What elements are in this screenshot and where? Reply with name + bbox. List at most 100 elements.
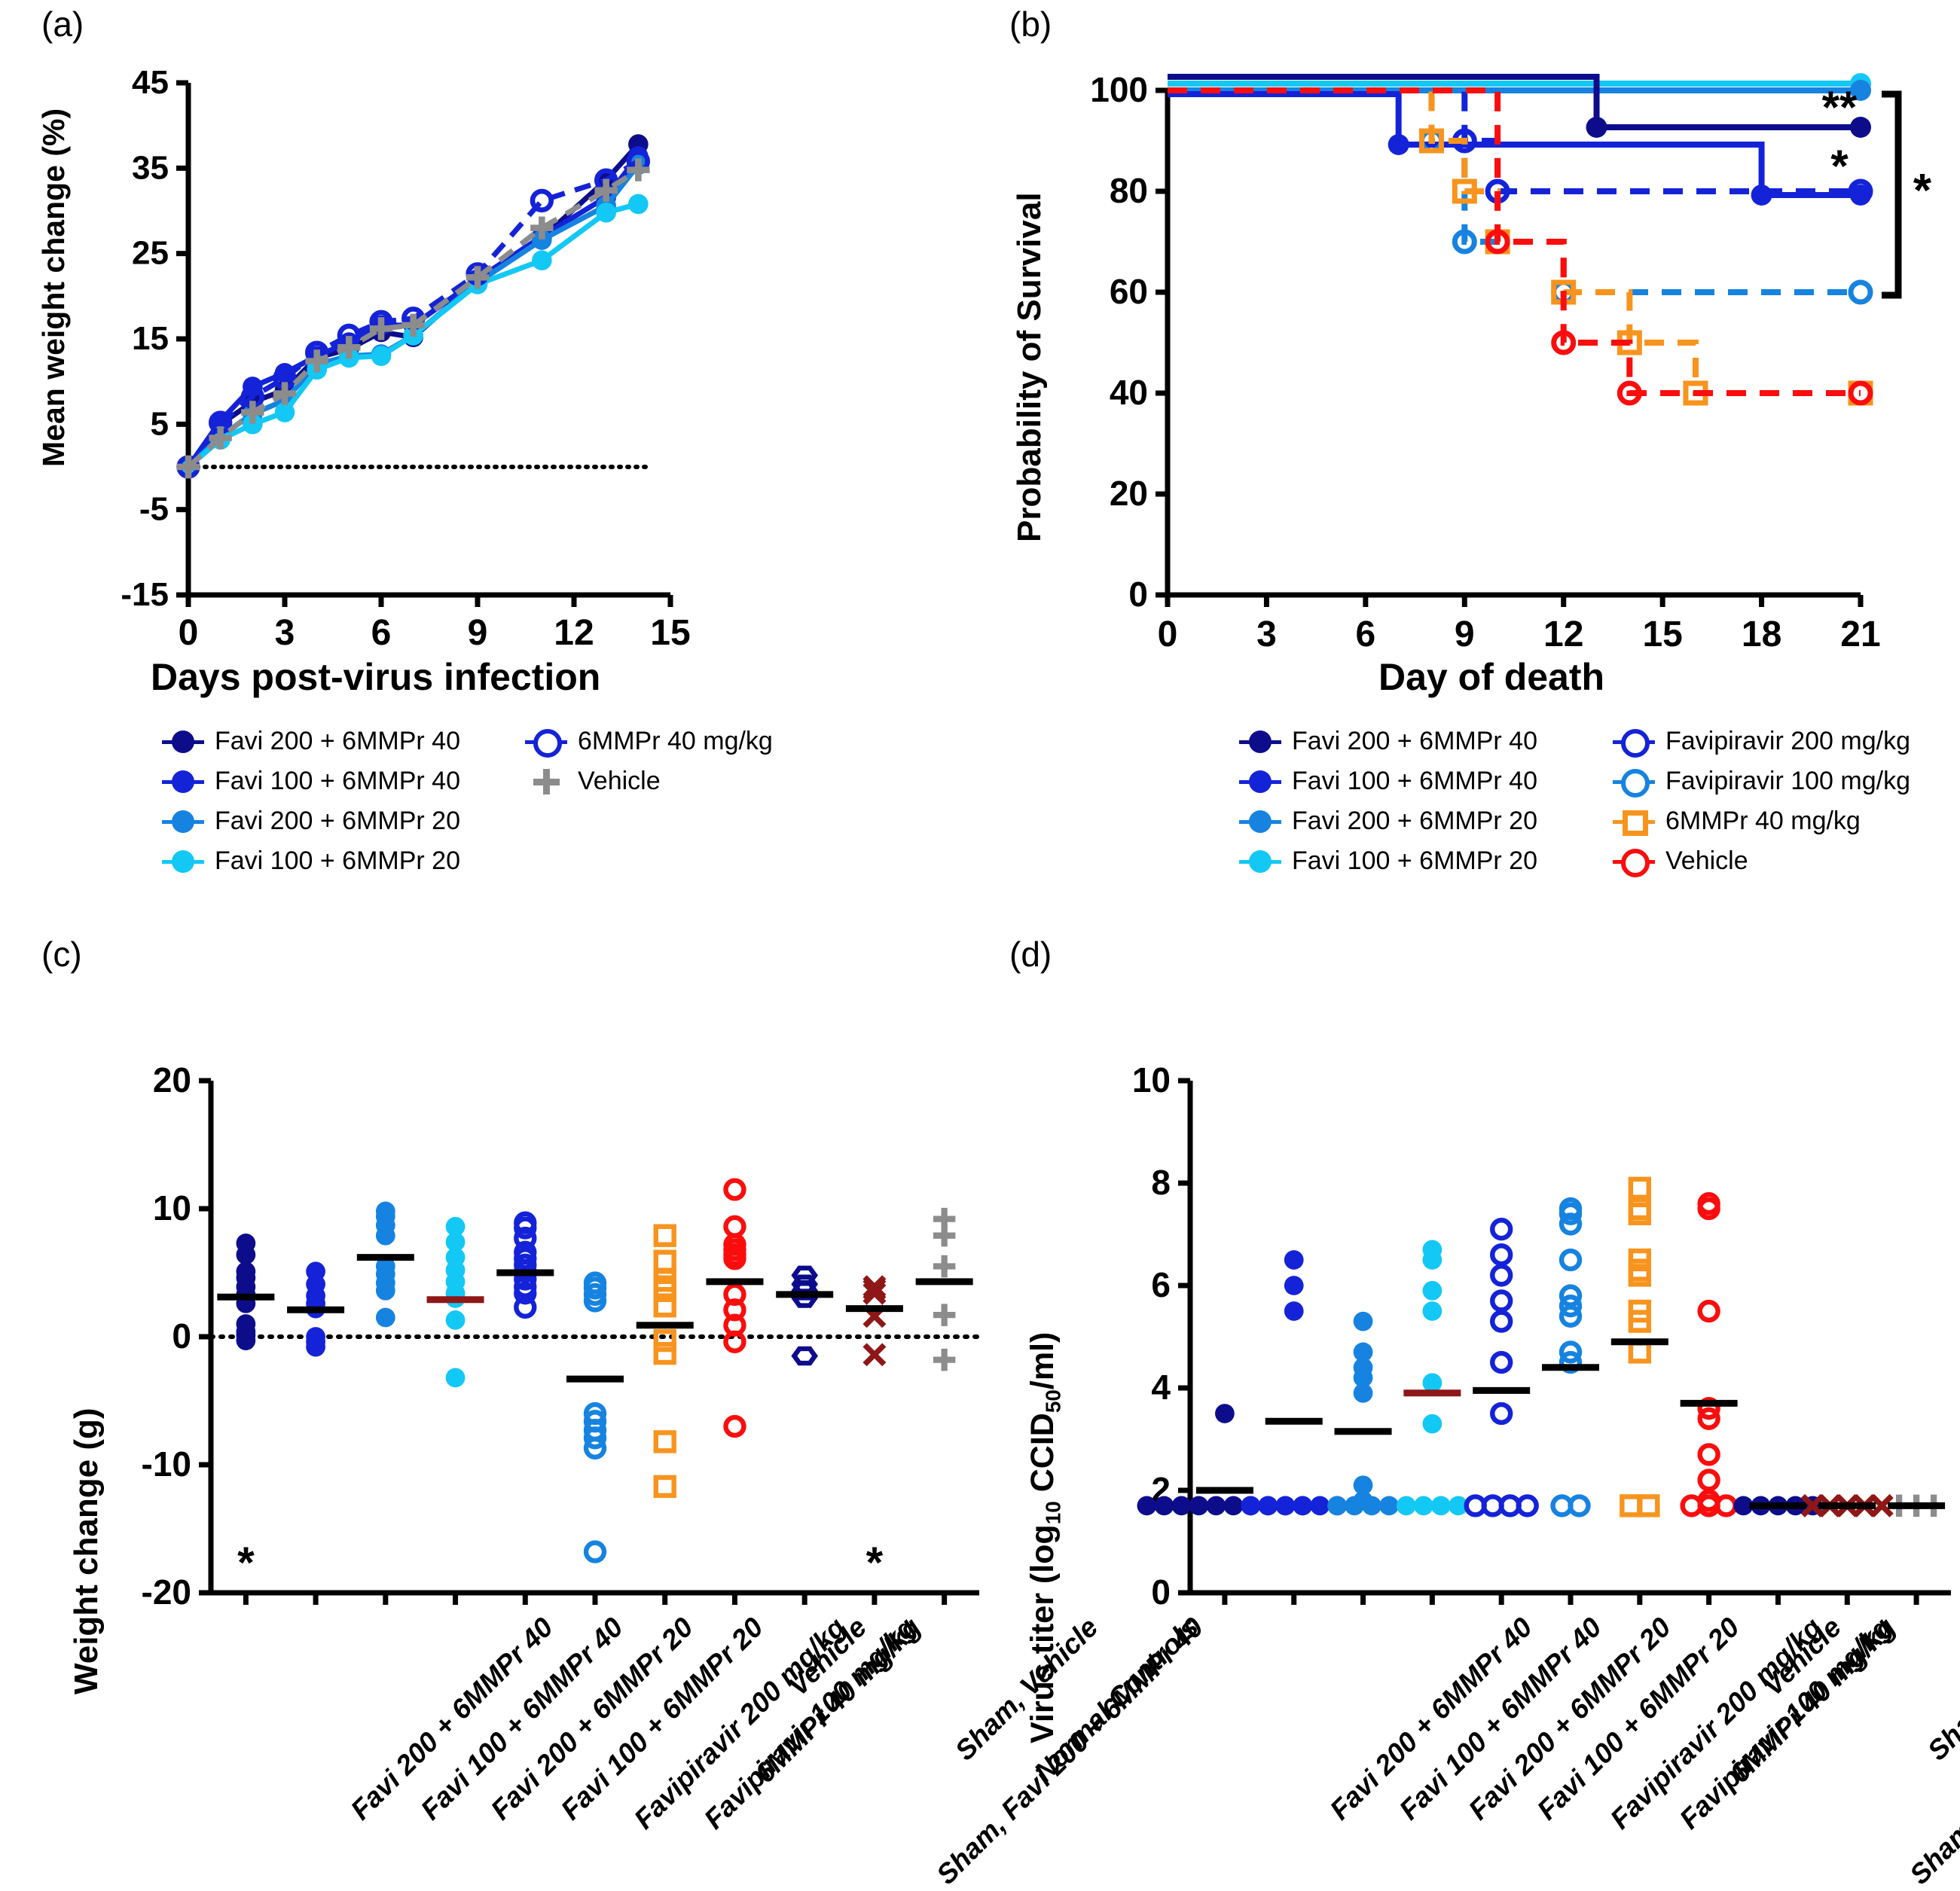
panel-a-legend-label: 6MMPr 40 mg/kg <box>577 727 773 755</box>
panel-b-y-tick-label: 80 <box>1110 171 1148 210</box>
data-point-filled-circle <box>1215 1404 1235 1423</box>
panel-a-y-tick-label: 15 <box>132 320 169 357</box>
data-point-filled-circle <box>1258 1496 1278 1516</box>
panel-c-group <box>426 1216 484 1388</box>
data-point-filled-circle <box>1353 1368 1373 1388</box>
panel-c-group <box>566 1271 624 1563</box>
panel-d-y-axis-title-sub1: 10 <box>1041 1501 1065 1525</box>
panel-b-x-tick-label: 21 <box>1840 615 1880 654</box>
panel-a-legend-item: Vehicle <box>525 767 773 796</box>
data-point-filled-circle <box>1284 1276 1304 1295</box>
data-point-open-square <box>653 1328 676 1353</box>
panel-c-significance-marker: * <box>866 1539 884 1588</box>
panel-b-x-tick-label: 9 <box>1455 615 1475 654</box>
panel-c-significance-marker: * <box>237 1539 255 1588</box>
data-point-filled-circle <box>628 194 649 215</box>
data-point-open-circle <box>1848 380 1873 406</box>
panel-d: (d) Virus titer (log10 CCID50/ml) 10 8 6 4 2… <box>979 934 1960 1890</box>
panel-d-group <box>1542 1197 1599 1517</box>
data-point-open-square <box>653 1475 676 1499</box>
panel-b-survival-curve <box>1168 74 1871 138</box>
panel-c-y-tick-label: 10 <box>153 1188 191 1228</box>
panel-a-legend-column-1: Favi 200 + 6MMPr 40 Favi 100 + 6MMPr 40 Fa… <box>162 727 460 886</box>
data-point-filled-circle <box>532 250 552 271</box>
data-point-open-circle <box>1559 1284 1583 1307</box>
panel-c-group <box>496 1211 554 1319</box>
data-point-plus <box>466 266 490 289</box>
data-point-open-circle <box>723 1247 746 1270</box>
panel-c-label: (c) <box>41 935 82 974</box>
data-point-filled-circle <box>371 346 392 366</box>
data-point-plus <box>933 1304 956 1326</box>
panel-d-y-tick-label: 4 <box>1151 1368 1171 1407</box>
data-point-filled-circle <box>532 230 552 250</box>
data-point-open-circle <box>1848 279 1873 305</box>
open-circle-icon <box>1612 767 1655 798</box>
panel-a-legend-label: Favi 200 + 6MMPr 20 <box>215 807 460 835</box>
data-point-open-circle <box>514 1282 537 1305</box>
data-point-open-square <box>1637 1494 1660 1517</box>
data-point-filled-circle <box>1345 1496 1364 1516</box>
data-point-filled-circle <box>1171 1496 1192 1516</box>
panel-a-legend-item: Favi 200 + 6MMPr 40 <box>162 727 460 756</box>
data-point-open-circle <box>723 1178 746 1201</box>
data-point-open-circle <box>723 1215 746 1238</box>
panel-d-y-axis-title-part3: /ml) <box>1024 1331 1061 1390</box>
panel-a-x-tick-label: 12 <box>554 613 594 653</box>
panel-a-legend-label: Favi 100 + 6MMPr 20 <box>215 846 460 875</box>
data-point-open-square <box>1628 1176 1651 1200</box>
panel-c-y-axis-title: Weight change (g) <box>68 1408 105 1694</box>
panel-d-group <box>1327 1311 1399 1516</box>
panel-a-legend-item: 6MMPr 40 mg/kg <box>524 727 773 758</box>
data-point-filled-circle <box>1327 1496 1347 1516</box>
data-point-filled-circle <box>445 1232 466 1252</box>
panel-a-y-tick-label: -5 <box>139 491 169 528</box>
data-point-filled-circle <box>1422 1414 1443 1434</box>
data-point-filled-circle <box>1379 1496 1399 1516</box>
data-point-open-circle <box>1490 1401 1513 1426</box>
panel-d-y-tick-label: 10 <box>1132 1066 1171 1100</box>
data-point-plus <box>337 336 361 359</box>
open-circle-icon <box>1612 727 1655 758</box>
panel-d-y-tick-label: 0 <box>1151 1572 1171 1612</box>
data-point-open-circle <box>1697 1197 1720 1221</box>
data-point-filled-circle <box>1362 1496 1381 1516</box>
data-point-open-circle <box>1559 1304 1583 1328</box>
data-point-filled-circle <box>1388 134 1409 155</box>
panel-b-x-tick-label: 0 <box>1158 615 1178 654</box>
data-point-open-circle <box>1559 1295 1583 1318</box>
data-point-filled-circle <box>1850 80 1871 101</box>
panel-d-group <box>1610 1176 1668 1517</box>
panel-c-group <box>706 1178 764 1438</box>
panel-b-x-tick-label: 3 <box>1256 615 1277 654</box>
data-point-plus <box>594 178 618 202</box>
data-point-plus <box>933 1224 956 1247</box>
data-point-filled-circle <box>445 1216 466 1237</box>
significance-marker: ** <box>1822 68 1858 81</box>
panel-a-y-tick-label: 25 <box>132 235 169 272</box>
panel-b-x-tick-label: 12 <box>1543 615 1583 654</box>
data-point-cross-x <box>1870 1493 1894 1517</box>
panel-d-group <box>1888 1494 1946 1517</box>
filled-circle-icon <box>1239 807 1281 836</box>
data-point-filled-circle <box>1353 1475 1373 1496</box>
panel-b-legend-item: Vehicle <box>1612 846 1910 877</box>
data-point-filled-circle <box>1422 1280 1443 1301</box>
panel-b-legend-label: 6MMPr 40 mg/kg <box>1665 807 1861 835</box>
data-point-open-square <box>1418 128 1444 154</box>
significance-marker: ** <box>1822 82 1858 133</box>
data-point-open-circle <box>1559 1248 1583 1272</box>
panel-b-survival-curve <box>1168 87 1873 406</box>
panel-b-legend-column-2: Favipiravir 200 mg/kg Favipiravir 100 mg/… <box>1612 727 1910 886</box>
panel-b-legend-item: Favi 100 + 6MMPr 20 <box>1239 846 1537 876</box>
data-point-filled-circle <box>1430 1496 1451 1516</box>
data-point-filled-circle <box>1284 1250 1304 1270</box>
data-point-open-square <box>1628 1340 1651 1364</box>
data-point-open-circle <box>1490 1218 1513 1241</box>
panel-b-legend-item: Favipiravir 100 mg/kg <box>1612 767 1910 798</box>
significance-bracket <box>1882 90 1902 299</box>
data-point-open-square <box>653 1249 676 1273</box>
data-point-plus <box>176 455 200 479</box>
data-point-open-square <box>653 1341 676 1365</box>
panel-d-y-tick-label: 8 <box>1151 1163 1171 1202</box>
